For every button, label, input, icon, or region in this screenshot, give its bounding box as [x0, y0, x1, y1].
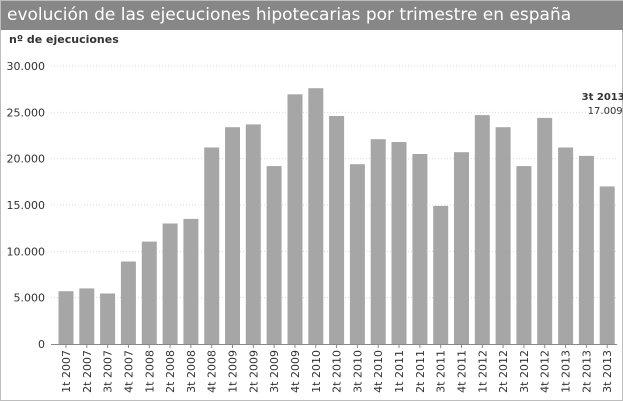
- x-tick-label: 4t 2011: [455, 350, 468, 393]
- bar: [391, 142, 407, 344]
- annotation-label: 3t 2013:: [582, 92, 623, 103]
- bar: [204, 147, 220, 344]
- x-tick-label: 1t 2007: [60, 350, 73, 393]
- x-tick-label: 2t 2013: [580, 350, 593, 393]
- bar: [329, 116, 345, 344]
- y-tick-label: 20.000: [7, 153, 46, 166]
- x-tick-label: 2t 2010: [331, 350, 344, 393]
- bar: [245, 124, 261, 345]
- bar: [79, 288, 95, 344]
- x-tick-label: 1t 2009: [227, 350, 240, 393]
- y-tick-label: 30.000: [7, 60, 46, 73]
- x-tick-label: 3t 2009: [268, 350, 281, 393]
- bar: [349, 164, 365, 344]
- x-tick-label: 4t 2009: [289, 350, 302, 393]
- bar: [454, 152, 469, 344]
- bar: [537, 117, 553, 345]
- bar: [100, 293, 116, 344]
- x-tick-label: 4t 2008: [206, 350, 219, 393]
- bar: [183, 218, 199, 344]
- bar: [495, 127, 511, 344]
- bar: [58, 291, 74, 344]
- x-tick-label: 4t 2012: [539, 350, 552, 393]
- bar: [578, 155, 594, 344]
- x-tick-label: 1t 2010: [310, 350, 323, 393]
- bar: [370, 139, 386, 344]
- x-tick-label: 2t 2008: [164, 350, 177, 393]
- bar: [162, 223, 178, 344]
- x-tick-label: 2t 2012: [497, 350, 510, 393]
- x-tick-label: 3t 2007: [102, 350, 115, 393]
- y-tick-label: 10.000: [7, 245, 46, 258]
- x-tick-label: 4t 2007: [122, 350, 135, 393]
- x-tick-label: 3t 2012: [518, 350, 531, 393]
- y-tick-label: 5.000: [14, 292, 46, 305]
- bar: [599, 186, 615, 344]
- bar: [120, 261, 136, 344]
- x-tick-label: 2t 2009: [247, 350, 260, 393]
- bar: [474, 115, 490, 344]
- x-tick-label: 1t 2011: [393, 350, 406, 393]
- annotation-value: 17.009: [588, 106, 623, 117]
- bar: [266, 166, 282, 344]
- bar: [225, 127, 240, 344]
- bar: [433, 205, 449, 344]
- bar: [558, 147, 574, 344]
- x-tick-label: 4t 2010: [372, 350, 385, 393]
- x-tick-label: 1t 2013: [560, 350, 573, 393]
- x-tick-label: 2t 2007: [81, 350, 94, 393]
- title-bar: evolución de las ejecuciones hipotecaria…: [1, 1, 623, 30]
- bar: [308, 88, 324, 344]
- x-tick-label: 3t 2013: [601, 350, 614, 393]
- chart-title: evolución de las ejecuciones hipotecaria…: [7, 5, 572, 25]
- bar: [412, 154, 428, 344]
- y-tick-label: 15.000: [7, 199, 46, 212]
- bar: [287, 94, 303, 344]
- bar: [516, 166, 532, 344]
- y-tick-label: 25.000: [7, 106, 46, 119]
- y-tick-label: 0: [38, 338, 45, 351]
- x-tick-label: 3t 2008: [185, 350, 198, 393]
- bar: [141, 241, 157, 344]
- x-tick-label: 1t 2012: [476, 350, 489, 393]
- x-tick-label: 2t 2011: [414, 350, 427, 393]
- x-tick-label: 1t 2008: [143, 350, 156, 393]
- x-tick-label: 3t 2010: [351, 350, 364, 393]
- x-tick-label: 3t 2011: [435, 350, 448, 393]
- y-axis-label: nº de ejecuciones: [9, 33, 119, 46]
